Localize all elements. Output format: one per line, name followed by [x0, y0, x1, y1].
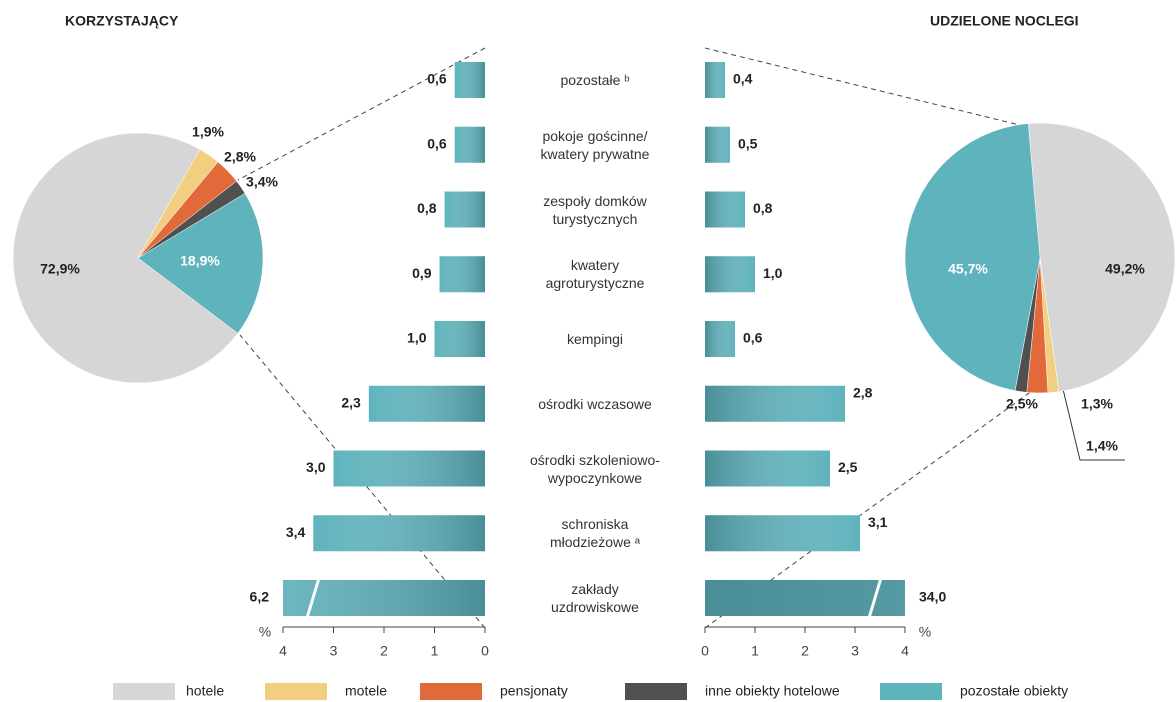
category-label: zespoły domków turystycznych — [543, 192, 647, 227]
legend-swatch — [113, 683, 175, 700]
bar-shade — [705, 385, 845, 422]
value-label: 0,6 — [427, 135, 447, 151]
x-tick-label: 1 — [751, 643, 759, 659]
bar-shade — [705, 191, 745, 228]
leaders — [1061, 384, 1125, 461]
value-label: 2,5 — [838, 459, 858, 475]
bar-group — [705, 62, 905, 619]
pie-label: 3,4% — [246, 174, 278, 190]
value-label: 2,3 — [341, 394, 361, 410]
pie-label: 1,4% — [1086, 438, 1118, 454]
pie-label: 2,5% — [1006, 396, 1038, 412]
value-label: 3,1 — [868, 514, 888, 530]
legend-label: hotele — [186, 683, 224, 699]
x-tick-label: 0 — [701, 643, 709, 659]
category-label: kempingi — [566, 331, 624, 347]
axis-break — [305, 577, 321, 619]
pie-label: 72,9% — [40, 261, 80, 277]
x-tick-label: 2 — [801, 643, 809, 659]
bar-shade — [434, 321, 485, 357]
value-label: 2,8 — [853, 384, 873, 400]
category-label: zakłady uzdrowiskowe — [551, 581, 639, 615]
x-tick-label: 1 — [431, 643, 439, 659]
pie-title: UDZIELONE NOCLEGI — [930, 13, 1079, 29]
x-tick-label: 3 — [330, 643, 338, 659]
bar-shade — [454, 126, 485, 163]
bar-shade — [705, 126, 730, 163]
legend-swatch — [625, 683, 687, 700]
category-label: ośrodki wczasowe — [538, 395, 652, 412]
category-label: schroniska młodzieżowe ᵃ — [549, 516, 641, 551]
bar-shade — [439, 256, 485, 293]
value-label: 34,0 — [919, 589, 946, 605]
pie-title: KORZYSTAJĄCY — [65, 13, 179, 29]
category-label: pokoje gościnne/ kwatery prywatne — [540, 127, 650, 162]
x-axis-label: % — [919, 624, 931, 640]
legend-label: motele — [345, 683, 387, 699]
bar-shade — [368, 385, 485, 422]
value-label: 0,4 — [733, 71, 753, 87]
value-label: 1,0 — [763, 265, 783, 281]
value-label: 0,6 — [427, 71, 447, 87]
legend-swatch — [880, 683, 942, 700]
bar-shade — [313, 515, 485, 552]
pie-label: 1,3% — [1081, 396, 1113, 412]
pie-label: 2,8% — [224, 149, 256, 165]
pie-slice — [12, 132, 239, 384]
bar-shade — [444, 191, 485, 228]
value-label: 0,5 — [738, 135, 758, 151]
value-label: 6,2 — [250, 589, 270, 605]
bar-shade — [705, 450, 830, 487]
category-label: kwatery agroturystyczne — [545, 257, 645, 292]
pie-label: 1,9% — [192, 124, 224, 140]
value-label: 0,8 — [753, 200, 773, 216]
bar-shade — [705, 62, 725, 98]
pie-slice — [137, 193, 264, 334]
bar-group — [283, 62, 485, 619]
legend-label: pensjonaty — [500, 683, 568, 699]
legend-swatch — [420, 683, 482, 700]
pie-label: 18,9% — [180, 253, 220, 269]
legend-label: pozostałe obiekty — [960, 683, 1068, 699]
value-label: 0,8 — [417, 200, 437, 216]
x-tick-label: 0 — [481, 643, 489, 659]
bar-shade — [454, 62, 485, 98]
x-tick-label: 4 — [279, 643, 287, 659]
bar-shade — [705, 321, 735, 357]
value-label: 1,0 — [407, 330, 427, 346]
pie-slice — [1027, 122, 1176, 392]
bar-shade — [333, 450, 485, 487]
x-tick-label: 3 — [851, 643, 859, 659]
value-label: 0,9 — [412, 265, 432, 281]
category-label: ośrodki szkoleniowo- wypoczynkowe — [530, 451, 660, 486]
bar-shade — [283, 580, 485, 616]
legend-swatch — [265, 683, 327, 700]
bar-shade — [705, 256, 755, 293]
x-axis-label: % — [259, 624, 271, 640]
axis-break — [867, 577, 883, 619]
x-tick-label: 4 — [901, 643, 909, 659]
legend-label: inne obiekty hotelowe — [705, 683, 840, 699]
x-tick-label: 2 — [380, 643, 388, 659]
category-label: pozostałe ᵇ — [560, 72, 630, 88]
value-label: 3,0 — [306, 459, 326, 475]
bar-shade — [705, 515, 860, 552]
pie-label: 45,7% — [948, 261, 988, 277]
pie-slice — [904, 123, 1041, 391]
pie-label: 49,2% — [1105, 261, 1145, 277]
value-label: 3,4 — [286, 524, 306, 540]
value-label: 0,6 — [743, 330, 763, 346]
